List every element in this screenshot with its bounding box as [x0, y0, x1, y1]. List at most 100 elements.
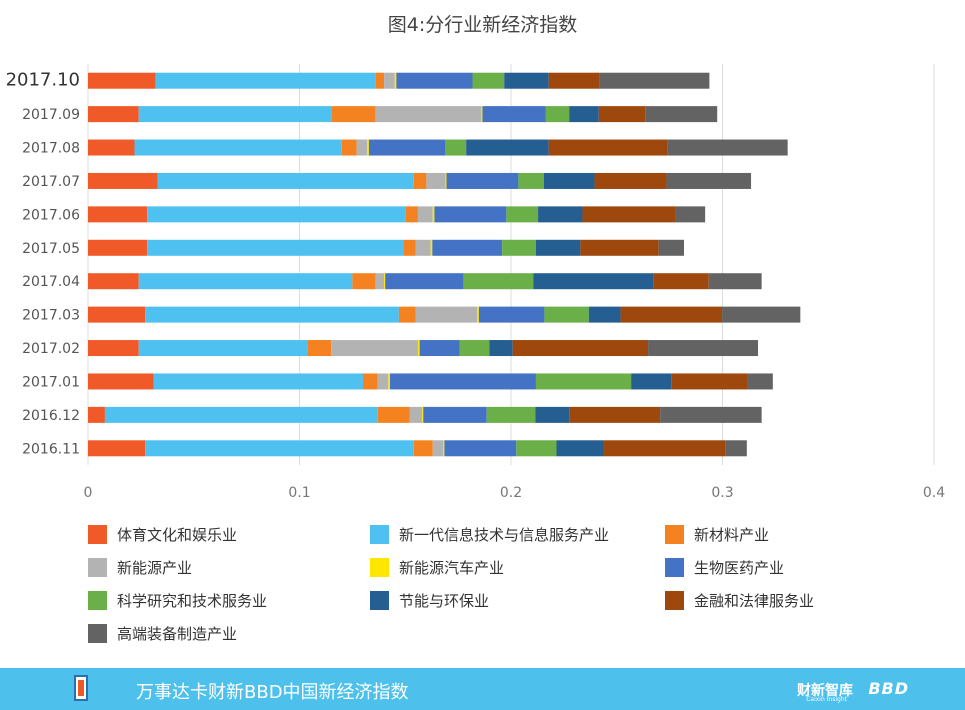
bar-segment	[533, 273, 654, 290]
bar-segment	[516, 440, 557, 457]
x-tick-label: 0.4	[923, 485, 945, 501]
bar-segment	[518, 172, 544, 189]
legend-item: 新能源汽车产业	[370, 555, 504, 579]
bar-segment	[708, 273, 762, 290]
index-logo-icon	[74, 675, 88, 701]
bar-segment	[675, 206, 706, 223]
bar-segment	[147, 239, 404, 256]
bar-segment	[603, 440, 726, 457]
bar-segment	[341, 139, 357, 156]
bar-segment	[504, 72, 549, 89]
bar-segment	[417, 206, 433, 223]
bar-segment	[375, 273, 385, 290]
legend-swatch	[370, 524, 389, 544]
legend-label: 新能源汽车产业	[399, 558, 505, 577]
bar-segment	[88, 172, 158, 189]
bar-segment	[423, 406, 487, 423]
bar-segment	[88, 206, 148, 223]
bar-segment	[426, 172, 446, 189]
legend-swatch	[370, 590, 389, 610]
bar-segment	[582, 206, 676, 223]
bar-segment	[445, 172, 447, 189]
bar-segment	[403, 239, 416, 256]
legend-swatch	[665, 557, 684, 577]
legend-label: 科学研究和技术服务业	[117, 591, 268, 610]
bar-segment	[725, 440, 747, 457]
bar-segment	[88, 106, 139, 123]
bar-segment	[472, 72, 505, 89]
bar-segment	[384, 273, 386, 290]
bar-segment	[747, 373, 773, 390]
bar-segment	[588, 306, 621, 323]
bar-segment	[153, 373, 363, 390]
legend-item: 科学研究和技术服务业	[88, 588, 267, 612]
bar-segment	[356, 139, 368, 156]
category-label: 2017.03	[22, 308, 80, 324]
bar-segment	[367, 139, 369, 156]
bar-segment	[660, 406, 762, 423]
bar-segment	[88, 239, 148, 256]
bar-segment	[477, 306, 479, 323]
bar-segment	[569, 406, 661, 423]
legend-swatch	[88, 524, 107, 544]
bar-segment	[88, 440, 146, 457]
bar-segment	[155, 72, 376, 89]
bar-segment	[413, 172, 427, 189]
bar-segment	[620, 306, 723, 323]
bar-segment	[430, 239, 433, 256]
legend-swatch	[88, 590, 107, 610]
bar-segment	[481, 106, 483, 123]
bar-segment	[482, 106, 546, 123]
bar-segment	[396, 72, 473, 89]
legend-swatch	[88, 557, 107, 577]
category-label: 2017.01	[22, 374, 80, 390]
bar-segment	[134, 139, 342, 156]
bar-segment	[375, 106, 482, 123]
bar-segment	[390, 373, 536, 390]
bbd-logo: BBD	[868, 679, 909, 698]
bar-segment	[548, 139, 668, 156]
bar-segment	[432, 206, 435, 223]
bar-segment	[138, 273, 353, 290]
bar-segment	[88, 406, 105, 423]
bar-segment	[145, 306, 399, 323]
legend-label: 金融和法律服务业	[694, 591, 815, 610]
caixin-insight-sub: Caixin Insight	[806, 696, 847, 703]
bar-segment	[384, 72, 395, 89]
bar-segment	[658, 239, 685, 256]
bar-segment	[398, 306, 416, 323]
bar-segment	[444, 440, 517, 457]
category-label: 2017.04	[22, 274, 80, 290]
category-label: 2017.05	[22, 241, 80, 257]
bar-segment	[594, 172, 667, 189]
bar-segment	[415, 239, 431, 256]
bar-segment	[459, 340, 490, 357]
bar-segment	[722, 306, 801, 323]
stacked-bar-chart: 0 0.1 0.2 0.3 0.4 2017.10 2017.09 2017.08 2017.0…	[6, 64, 945, 501]
bar-segment	[409, 406, 423, 423]
bar-segment	[463, 273, 534, 290]
legend-label: 高端装备制造产业	[117, 624, 238, 643]
bar-segment	[377, 406, 410, 423]
legend-label: 体育文化和娱乐业	[117, 525, 238, 544]
legend-item: 新能源产业	[88, 555, 192, 579]
bar-segment	[88, 273, 139, 290]
bar-segment	[538, 206, 583, 223]
category-label: 2016.11	[22, 441, 80, 457]
legend-swatch	[370, 557, 389, 577]
bar-segment	[580, 239, 659, 256]
x-tick-label: 0	[84, 485, 93, 501]
bar-segment	[648, 340, 759, 357]
bar-segment	[307, 340, 332, 357]
x-tick-label: 0.1	[288, 485, 310, 501]
legend-label: 生物医药产业	[694, 558, 785, 577]
bar-segment	[486, 406, 536, 423]
x-tick-label: 0.3	[711, 485, 733, 501]
bar-segment	[88, 139, 135, 156]
legend-item: 节能与环保业	[370, 588, 489, 612]
bar-segment	[544, 306, 589, 323]
bar-segment	[88, 373, 154, 390]
bar-segment	[443, 440, 445, 457]
bar-segment	[666, 172, 752, 189]
legend-item: 高端装备制造产业	[88, 621, 237, 645]
